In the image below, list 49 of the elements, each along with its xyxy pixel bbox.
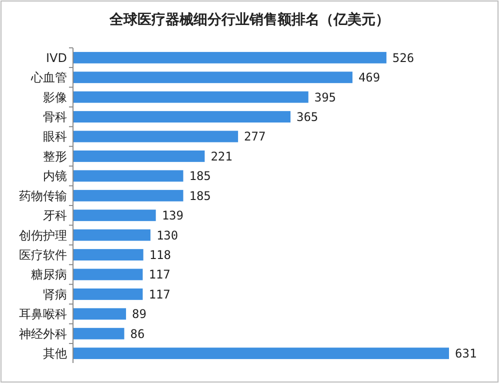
- data-label: 221: [210, 149, 232, 164]
- y-tick-label: 眼科: [43, 130, 67, 144]
- bar: [73, 328, 124, 340]
- bar: [73, 130, 238, 142]
- y-tick-label: 其他: [43, 346, 67, 361]
- y-tick-label: 医疗软件: [19, 248, 67, 262]
- y-tick-label: 糖尿病: [31, 268, 67, 282]
- bar: [73, 229, 150, 241]
- bar: [73, 308, 126, 320]
- data-label: 117: [148, 268, 170, 282]
- data-label: 469: [358, 70, 380, 85]
- bar: [73, 190, 184, 202]
- data-label: 277: [244, 130, 266, 144]
- y-tick-label: 创伤护理: [19, 228, 67, 242]
- bar: [73, 210, 156, 222]
- bar: [73, 52, 386, 64]
- data-label: 185: [189, 188, 211, 203]
- bar: [73, 288, 143, 300]
- y-tick-label: IVD: [46, 50, 67, 65]
- y-tick-label: 牙科: [43, 208, 67, 223]
- y-tick-label: 整形: [43, 149, 67, 164]
- data-label: 365: [296, 110, 318, 124]
- y-tick-label: 影像: [43, 90, 67, 104]
- bar: [73, 91, 308, 103]
- data-label: 526: [392, 50, 414, 65]
- data-label: 395: [314, 90, 336, 104]
- data-label: 139: [162, 208, 184, 223]
- chart-title: 全球医疗器械细分行业销售额排名（亿美元）: [108, 11, 390, 28]
- bar: [73, 170, 184, 182]
- bar: [73, 111, 290, 123]
- bar: [73, 348, 449, 360]
- data-label: 130: [156, 228, 178, 242]
- bar: [73, 72, 352, 84]
- y-tick-label: 内镜: [43, 169, 67, 184]
- y-tick-label: 耳鼻喉科: [19, 307, 67, 322]
- bar: [73, 150, 205, 162]
- bar: [73, 249, 144, 260]
- y-tick-label: 心血管: [30, 70, 67, 85]
- y-tick-label: 药物传输: [19, 188, 67, 203]
- data-label: 185: [189, 169, 211, 184]
- y-tick-label: 骨科: [43, 110, 67, 124]
- y-tick-label: 肾病: [43, 287, 67, 302]
- data-label: 86: [130, 326, 145, 341]
- data-label: 117: [148, 287, 170, 302]
- data-label: 631: [455, 346, 477, 361]
- data-label: 118: [149, 248, 171, 262]
- y-tick-label: 神经外科: [19, 326, 67, 341]
- data-label: 89: [132, 307, 146, 322]
- bar: [73, 268, 143, 280]
